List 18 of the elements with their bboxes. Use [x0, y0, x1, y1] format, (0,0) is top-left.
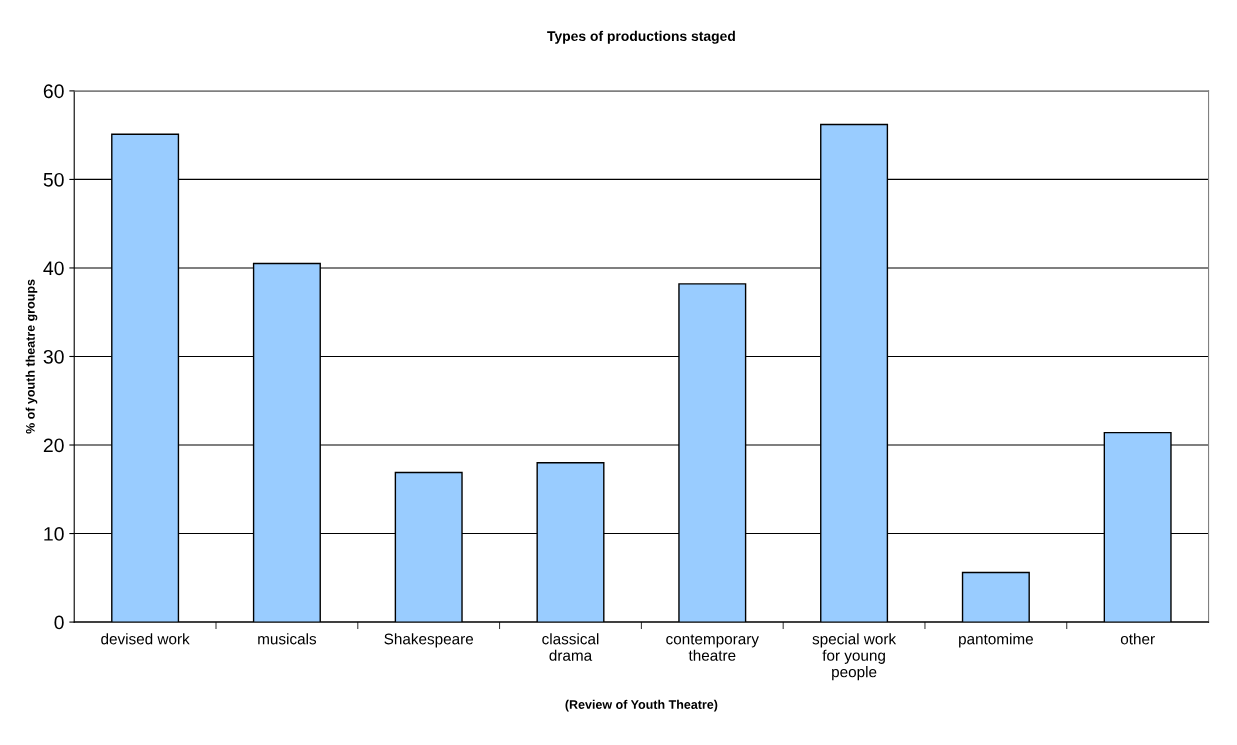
y-tick-label: 20 — [43, 438, 64, 453]
y-tick-label: 30 — [43, 349, 64, 364]
x-tick-label: classical drama — [542, 633, 599, 661]
x-tick-label: Shakespeare — [384, 633, 474, 648]
x-axis-title: (Review of Youth Theatre) — [565, 699, 718, 712]
y-tick-label: 60 — [43, 84, 64, 99]
x-tick-label: pantomime — [959, 633, 1033, 648]
x-tick-label: musicals — [258, 633, 317, 645]
y-tick-label: 10 — [44, 527, 64, 541]
x-tick-label: special work for young people — [812, 633, 897, 681]
chart-title: Types of productions staged — [547, 30, 735, 44]
y-tick-label: 40 — [43, 261, 64, 276]
x-tick-label: devised work — [101, 633, 190, 645]
y-tick-label: 50 — [43, 172, 64, 187]
x-tick-label: other — [1120, 633, 1155, 645]
y-tick-label: 0 — [54, 615, 64, 630]
y-axis-title: % of youth theatre groups — [25, 279, 38, 434]
x-tick-label: contemporary theatre — [666, 634, 759, 661]
